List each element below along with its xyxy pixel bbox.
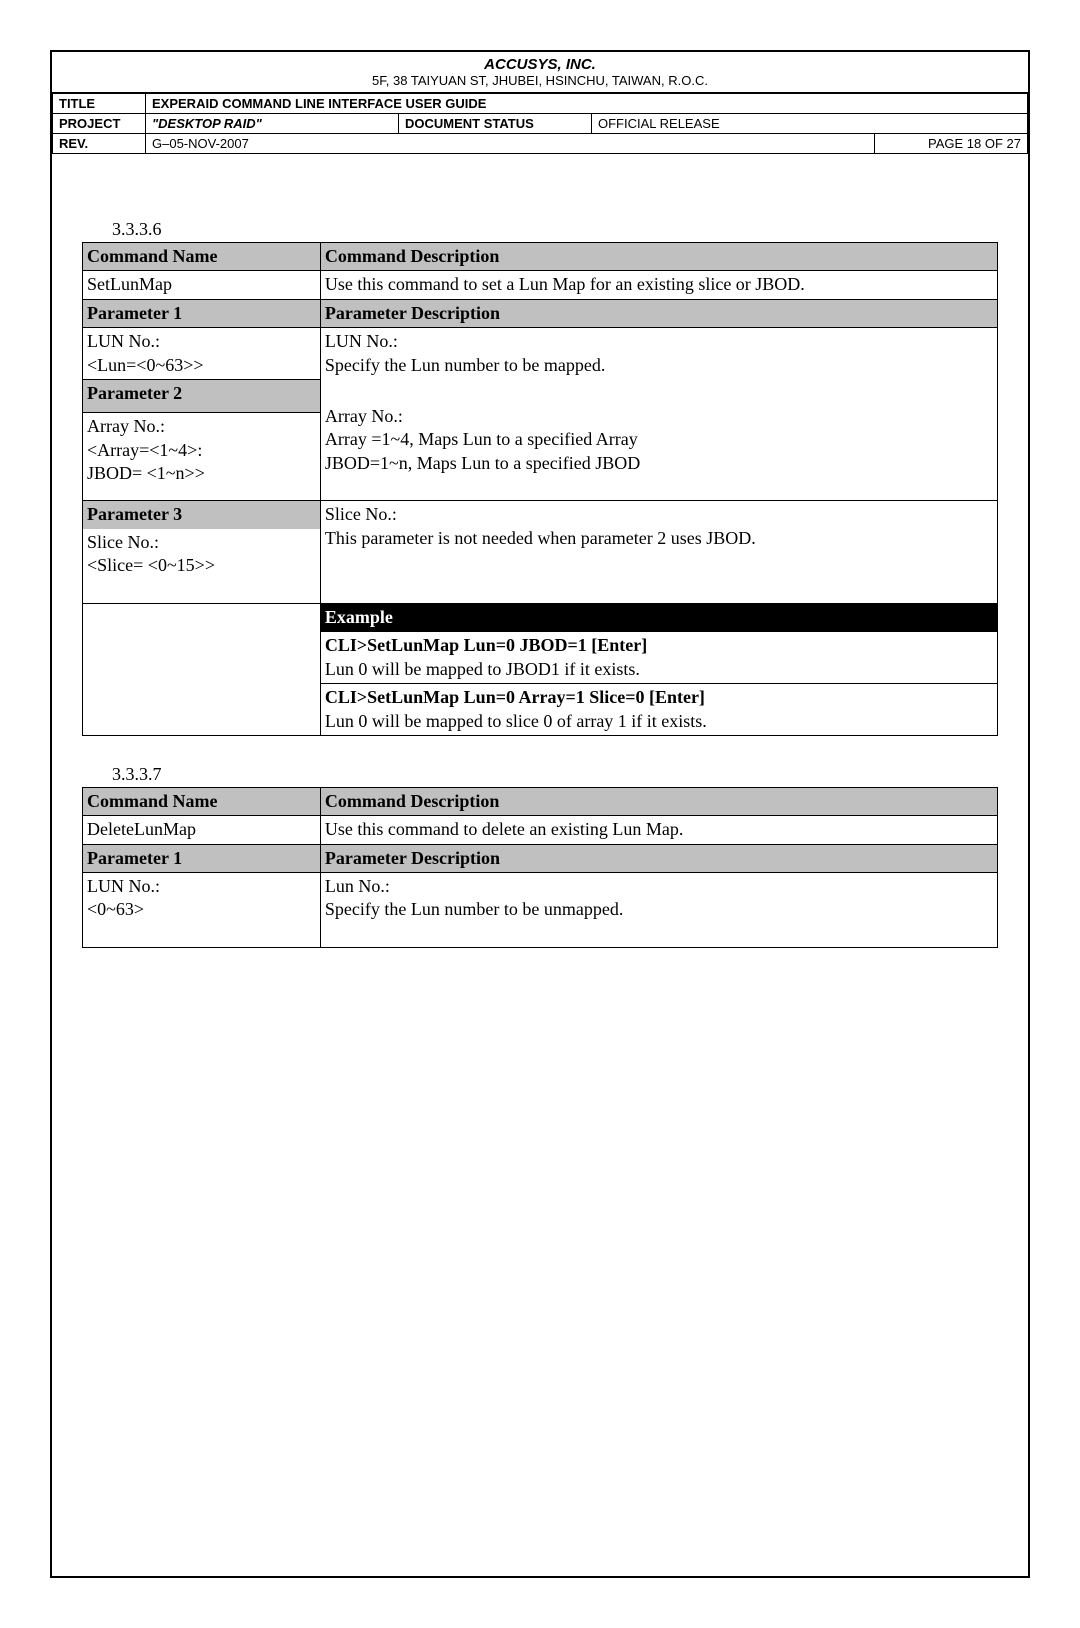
param1-desc-line2: Specify the Lun number to be unmapped.: [325, 899, 623, 919]
cmd-desc-header: Command Description: [320, 787, 997, 815]
cmd-name-header: Command Name: [83, 787, 321, 815]
param2-line1: Array No.:: [87, 416, 165, 436]
example1-cmd: CLI>SetLunMap Lun=0 JBOD=1 [Enter]: [325, 635, 647, 655]
example2-cell: CLI>SetLunMap Lun=0 Array=1 Slice=0 [Ent…: [320, 684, 997, 736]
release-value: OFFICIAL RELEASE: [592, 114, 1028, 134]
param3-header: Parameter 3: [83, 501, 321, 529]
example-spacer: [83, 603, 321, 735]
param3-cell: Slice No.: <Slice= <0~15>>: [83, 529, 321, 604]
cmd-desc-cell: Use this command to delete an existing L…: [320, 816, 997, 844]
cmd-name-cell: SetLunMap: [83, 271, 321, 299]
param3-desc-cell: Slice No.: This parameter is not needed …: [320, 501, 997, 604]
param1-desc-line1: Lun No.:: [325, 876, 390, 896]
command-table-setlunmap: Command Name Command Description SetLunM…: [82, 242, 998, 736]
page-frame: ACCUSYS, INC. 5F, 38 TAIYUAN ST, JHUBEI,…: [50, 50, 1030, 1578]
project-label: PROJECT: [53, 114, 146, 134]
command-table-deletelunmap: Command Name Command Description DeleteL…: [82, 787, 998, 948]
company-name: ACCUSYS, INC.: [60, 56, 1020, 73]
param2-header: Parameter 2: [83, 379, 321, 412]
doc-meta-table: TITLE EXPERAID COMMAND LINE INTERFACE US…: [52, 93, 1028, 154]
title-value: EXPERAID COMMAND LINE INTERFACE USER GUI…: [146, 94, 1028, 114]
param1-desc-cell: Lun No.: Specify the Lun number to be un…: [320, 873, 997, 948]
param-desc-header: Parameter Description: [320, 299, 997, 327]
example1-desc: Lun 0 will be mapped to JBOD1 if it exis…: [325, 659, 640, 679]
param2-line3: JBOD= <1~n>>: [87, 463, 205, 483]
param1-desc-cell: LUN No.: Specify the Lun number to be ma…: [320, 328, 997, 380]
page-number: PAGE 18 OF 27: [875, 134, 1028, 154]
param1-line1: LUN No.:: [87, 331, 160, 351]
param2-cell: Array No.: <Array=<1~4>: JBOD= <1~n>>: [83, 413, 321, 501]
param2-desc-cell: Array No.: Array =1~4, Maps Lun to a spe…: [320, 379, 997, 500]
project-value: "DESKTOP RAID": [146, 114, 399, 134]
param3-desc-line1: Slice No.:: [325, 504, 397, 524]
doc-status-label: DOCUMENT STATUS: [399, 114, 592, 134]
rev-label: REV.: [53, 134, 146, 154]
param2-desc-line3: JBOD=1~n, Maps Lun to a specified JBOD: [325, 453, 640, 473]
cmd-desc-cell: Use this command to set a Lun Map for an…: [320, 271, 997, 299]
company-address: 5F, 38 TAIYUAN ST, JHUBEI, HSINCHU, TAIW…: [60, 73, 1020, 88]
param3-line2: <Slice= <0~15>>: [87, 555, 215, 575]
title-label: TITLE: [53, 94, 146, 114]
cmd-name-cell: DeleteLunMap: [83, 816, 321, 844]
param1-desc-line2: Specify the Lun number to be mapped.: [325, 355, 605, 375]
section-number-2: 3.3.3.7: [112, 764, 998, 785]
param1-desc-line1: LUN No.:: [325, 331, 398, 351]
page-content: 3.3.3.6 Command Name Command Description…: [52, 154, 1028, 1576]
company-header: ACCUSYS, INC. 5F, 38 TAIYUAN ST, JHUBEI,…: [52, 52, 1028, 93]
param3-line1: Slice No.:: [87, 532, 159, 552]
cmd-name-header: Command Name: [83, 243, 321, 271]
rev-value: G–05-NOV-2007: [146, 134, 875, 154]
param2-desc-line1: Array No.:: [325, 406, 403, 426]
param3-desc-line2: This parameter is not needed when parame…: [325, 528, 756, 548]
param-desc-header: Parameter Description: [320, 844, 997, 872]
section-number-1: 3.3.3.6: [112, 219, 998, 240]
param1-line2: <Lun=<0~63>>: [87, 355, 204, 375]
param1-header: Parameter 1: [83, 844, 321, 872]
param1-cell: LUN No.: <0~63>: [83, 873, 321, 948]
example-header: Example: [320, 603, 997, 631]
param1-header: Parameter 1: [83, 299, 321, 327]
param1-cell: LUN No.: <Lun=<0~63>>: [83, 328, 321, 380]
param1-line2: <0~63>: [87, 899, 144, 919]
param1-line1: LUN No.:: [87, 876, 160, 896]
example2-desc: Lun 0 will be mapped to slice 0 of array…: [325, 711, 707, 731]
example1-cell: CLI>SetLunMap Lun=0 JBOD=1 [Enter] Lun 0…: [320, 632, 997, 684]
cmd-desc-header: Command Description: [320, 243, 997, 271]
example2-cmd: CLI>SetLunMap Lun=0 Array=1 Slice=0 [Ent…: [325, 687, 705, 707]
param2-desc-line2: Array =1~4, Maps Lun to a specified Arra…: [325, 429, 638, 449]
param2-line2: <Array=<1~4>:: [87, 440, 202, 460]
